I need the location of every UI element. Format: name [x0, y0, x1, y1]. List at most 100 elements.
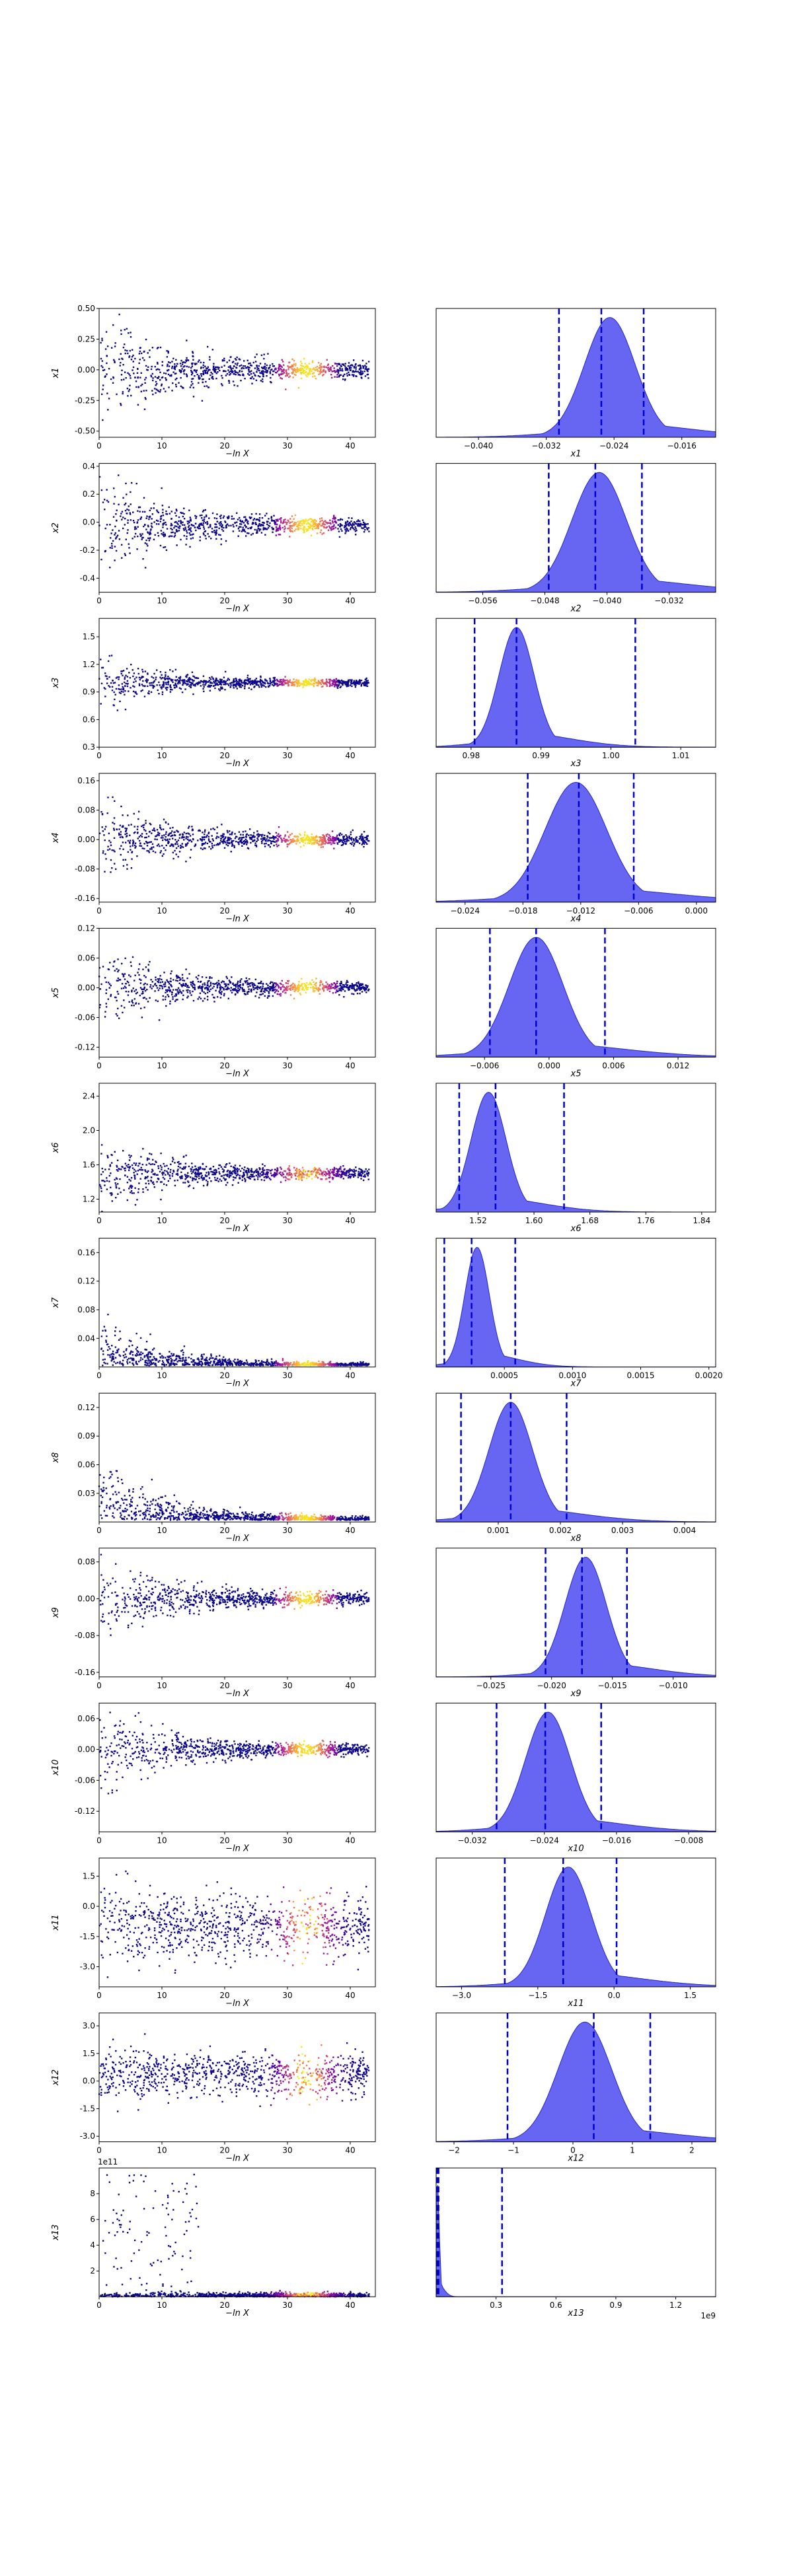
trace-point [162, 534, 163, 536]
trace-point [248, 367, 250, 368]
trace-point [214, 517, 215, 519]
trace-point [128, 991, 129, 992]
trace-ylabel: x5 [51, 987, 61, 999]
trace-point [139, 840, 140, 841]
trace-point [176, 989, 178, 990]
trace-point [258, 836, 259, 837]
trace-point [211, 676, 212, 678]
trace-point [200, 847, 202, 849]
trace-point [190, 384, 192, 386]
trace-point [190, 367, 192, 369]
trace-point [322, 374, 324, 375]
trace-point [288, 362, 289, 363]
trace-point [156, 388, 157, 390]
trace-point [127, 373, 128, 374]
trace-point [163, 515, 164, 516]
trace-point [354, 526, 356, 528]
trace-point [140, 987, 141, 988]
trace-point [153, 539, 155, 540]
trace-point [194, 987, 195, 988]
trace-point [233, 1176, 234, 1178]
trace-point [119, 689, 120, 690]
kde-xlabel: x5 [570, 1069, 582, 1079]
kde-xtick-label: 0.006 [602, 1061, 624, 1070]
trace-point [313, 367, 315, 369]
trace-point [358, 372, 359, 373]
trace-point [184, 518, 185, 519]
trace-point [333, 840, 334, 841]
trace-point [256, 988, 258, 989]
trace-point [138, 673, 139, 674]
trace-point [272, 990, 273, 991]
trace-point [167, 684, 169, 685]
trace-point [187, 989, 188, 991]
trace-point [198, 382, 199, 383]
trace-point [116, 677, 117, 678]
trace-point [275, 982, 276, 984]
trace-point [288, 836, 289, 837]
trace-point [167, 841, 169, 842]
trace-point [122, 826, 123, 828]
trace-point [187, 1172, 188, 1174]
trace-xtick-label: 30 [282, 441, 292, 450]
trace-point [223, 358, 225, 359]
trace-point [256, 841, 257, 842]
trace-point [110, 995, 111, 997]
trace-point [315, 367, 317, 368]
trace-point [156, 509, 157, 511]
trace-point [149, 540, 150, 541]
trace-point [233, 373, 235, 375]
trace-point [313, 840, 315, 841]
trace-point [202, 400, 203, 402]
trace-point [304, 834, 305, 835]
kde-frame [436, 618, 716, 747]
trace-point [202, 367, 204, 368]
trace-point [261, 842, 262, 843]
trace-point [204, 519, 205, 520]
trace-point [245, 526, 246, 527]
trace-point [250, 528, 252, 529]
trace-point [246, 680, 247, 681]
trace-point [165, 982, 166, 983]
trace-point [337, 843, 338, 844]
trace-point [137, 386, 139, 388]
trace-point [201, 375, 202, 376]
trace-point [174, 850, 175, 851]
trace-point [159, 684, 161, 686]
trace-point [206, 516, 207, 517]
trace-point [163, 972, 165, 973]
trace-point [254, 840, 255, 841]
trace-point [176, 843, 178, 845]
trace-point [184, 362, 186, 363]
trace-point [213, 1001, 215, 1002]
trace-point [303, 686, 304, 688]
trace-point [118, 359, 120, 360]
trace-point [225, 671, 226, 672]
trace-point [185, 528, 186, 530]
trace-point [353, 987, 354, 989]
trace-point [104, 1016, 106, 1017]
trace-point [251, 365, 252, 366]
trace-point [276, 526, 277, 528]
trace-point [114, 534, 115, 535]
trace-point [239, 370, 241, 371]
trace-point [106, 524, 108, 525]
trace-point [128, 390, 130, 392]
trace-point [359, 520, 360, 522]
trace-point [309, 684, 310, 685]
trace-point [251, 383, 252, 384]
trace-point [272, 982, 273, 983]
trace-point [140, 1008, 141, 1009]
trace-point [146, 550, 147, 551]
trace-point [362, 836, 363, 837]
trace-point [115, 869, 116, 870]
trace-point [351, 683, 352, 684]
trace-point [158, 376, 159, 377]
trace-point [133, 813, 135, 814]
trace-point [303, 845, 304, 846]
trace-point [319, 523, 321, 524]
trace-point [128, 974, 130, 976]
trace-point [204, 998, 206, 999]
trace-point [301, 363, 302, 364]
trace-point [174, 366, 175, 367]
